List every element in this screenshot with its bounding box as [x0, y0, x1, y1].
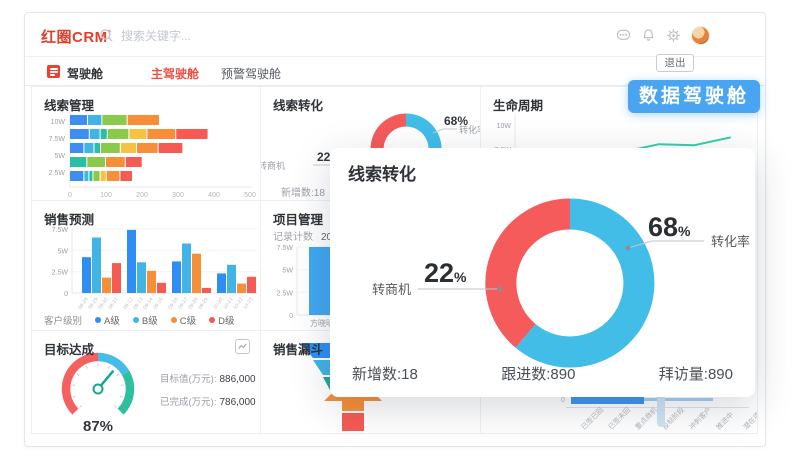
dashboard-icon	[47, 65, 60, 78]
target-label: 目标值(万元):	[160, 374, 217, 385]
svg-text:转化率: 转化率	[459, 124, 481, 135]
stage-bar	[571, 394, 644, 404]
panel-sales-forecast: 销售预测 7.5W 5W 2.5W 0 08-28 08-29 08-30 08-31 09-1…	[31, 201, 261, 331]
svg-text:5W: 5W	[283, 268, 294, 275]
svg-text:0: 0	[289, 313, 293, 320]
overlay-stats-row: 新增数:18 跟进数:890 拜访量:890	[330, 363, 755, 384]
panel-title: 目标达成	[44, 343, 95, 357]
svg-text:10W: 10W	[497, 123, 512, 130]
panel-title: 销售预测	[44, 213, 95, 227]
stage-axis-label: 重点商机	[634, 406, 660, 432]
svg-text:0: 0	[68, 192, 72, 199]
legend-item: D级	[209, 313, 234, 327]
svg-text:7.5W: 7.5W	[52, 227, 69, 234]
overlay-stat: 新增数:18	[352, 366, 418, 383]
panel-goal-achievement: 目标达成 87% 目标值(万元): 886,000 已完成(万元): 786,000	[31, 331, 261, 434]
svg-text:08-31: 08-31	[107, 297, 119, 311]
svg-text:7.5W: 7.5W	[49, 136, 66, 143]
stage-bar-secondary	[644, 398, 713, 401]
stage-axis-label: 已签已回	[580, 406, 606, 432]
overlay-stat: 拜访量:890	[658, 366, 733, 383]
svg-text:转化率: 转化率	[711, 234, 750, 249]
svg-text:22%: 22%	[424, 258, 467, 288]
app-header: 红圈CRM° 搜索关键字...	[25, 13, 765, 57]
svg-text:0: 0	[64, 291, 68, 298]
svg-text:2.5W: 2.5W	[52, 270, 69, 277]
target-value: 886,000	[219, 374, 256, 385]
svg-text:10-23: 10-23	[242, 297, 254, 311]
svg-text:10W: 10W	[51, 119, 66, 126]
goal-gauge-chart: 87%	[61, 352, 135, 433]
panel-title: 销售漏斗	[273, 343, 324, 357]
svg-text:09-15: 09-15	[152, 297, 164, 311]
svg-text:2.5W: 2.5W	[49, 170, 66, 177]
gear-icon[interactable]	[666, 28, 681, 43]
data-dashboard-badge: 数据驾驶舱	[628, 80, 760, 113]
legend-item: B级	[132, 313, 158, 327]
legend-title: 客户级别	[44, 316, 83, 327]
overlay-card-title: 线索转化	[348, 165, 416, 184]
overlay-donut-chart: 22% 转商机 68% 转化率	[372, 198, 750, 368]
user-avatar[interactable]	[691, 26, 710, 45]
search-input[interactable]: 搜索关键字...	[99, 27, 191, 44]
stage-axis-label: 冲刺客户	[688, 406, 714, 432]
dashboard-section-label: 驾驶舱	[67, 67, 104, 81]
done-value: 786,000	[219, 397, 256, 408]
svg-text:68%: 68%	[648, 212, 691, 242]
header-icons	[616, 26, 710, 45]
panel-lead-management: 线索管理 10W 7.5W 5W 2.5W 0 100 200 300 400 500	[31, 86, 261, 201]
done-label: 已完成(万元):	[160, 397, 217, 408]
message-icon[interactable]	[616, 28, 631, 43]
legend-item: A级	[95, 313, 120, 327]
svg-text:100: 100	[100, 192, 112, 199]
overlay-stat: 跟进数:890	[501, 366, 576, 383]
svg-text:500: 500	[244, 192, 256, 199]
stage-axis-label: 潜在项目	[742, 406, 758, 432]
search-placeholder: 搜索关键字...	[121, 29, 192, 43]
forecast-legend: 客户级别 A级 B级 C级 D级	[44, 313, 234, 327]
axis-zero-label: 0	[561, 397, 565, 404]
svg-text:转商机: 转商机	[372, 282, 411, 297]
svg-text:转商机: 转商机	[261, 160, 285, 171]
vertical-scrollbar[interactable]	[657, 394, 665, 427]
svg-text:09-29: 09-29	[197, 297, 209, 311]
stage-axis-label: 推进中	[715, 411, 736, 432]
svg-text:200: 200	[136, 192, 148, 199]
panel-title: 生命周期	[493, 99, 544, 113]
lead-management-chart: 10W 7.5W 5W 2.5W 0 100 200 300 400 500	[49, 111, 256, 199]
svg-text:7.5W: 7.5W	[277, 245, 294, 252]
svg-text:400: 400	[208, 192, 220, 199]
svg-text:68%: 68%	[444, 114, 468, 128]
lead-conversion-overlay-card: 线索转化 22% 转商机 68% 转化率 新增数:18 跟进数:890 拜访量:890	[330, 148, 755, 397]
panel-title: 项目管理	[273, 213, 324, 227]
tab-warning-dashboard[interactable]: 预警驾驶舱	[221, 67, 282, 81]
svg-text:方晓明: 方晓明	[310, 318, 334, 328]
tab-main-dashboard[interactable]: 主驾驶舱	[148, 67, 202, 89]
panel-title: 线索转化	[273, 99, 324, 113]
stage-chart-remnant: 0 已签已回 已签未回 重点商机 投标阶段 冲刺客户 推进中 潜在项目	[481, 387, 757, 433]
chart-type-icon[interactable]	[235, 339, 250, 354]
svg-text:5W: 5W	[55, 153, 66, 160]
bell-icon[interactable]	[641, 28, 656, 43]
svg-text:87%: 87%	[83, 418, 113, 433]
stage-axis-label: 已签未回	[607, 406, 633, 432]
goal-info: 目标值(万元): 886,000 已完成(万元): 786,000	[160, 371, 256, 417]
stage-axis-labels: 已签已回 已签未回 重点商机 投标阶段 冲刺客户 推进中 潜在项目	[481, 407, 757, 433]
search-icon	[100, 29, 113, 42]
svg-text:2.5W: 2.5W	[277, 290, 294, 297]
panel-title: 线索管理	[44, 99, 95, 113]
legend-item: C级	[170, 313, 196, 327]
new-count-footer: 新增数:18	[281, 188, 325, 199]
exit-button[interactable]: 退出	[656, 54, 694, 72]
svg-text:300: 300	[172, 192, 184, 199]
svg-text:5W: 5W	[58, 248, 69, 255]
